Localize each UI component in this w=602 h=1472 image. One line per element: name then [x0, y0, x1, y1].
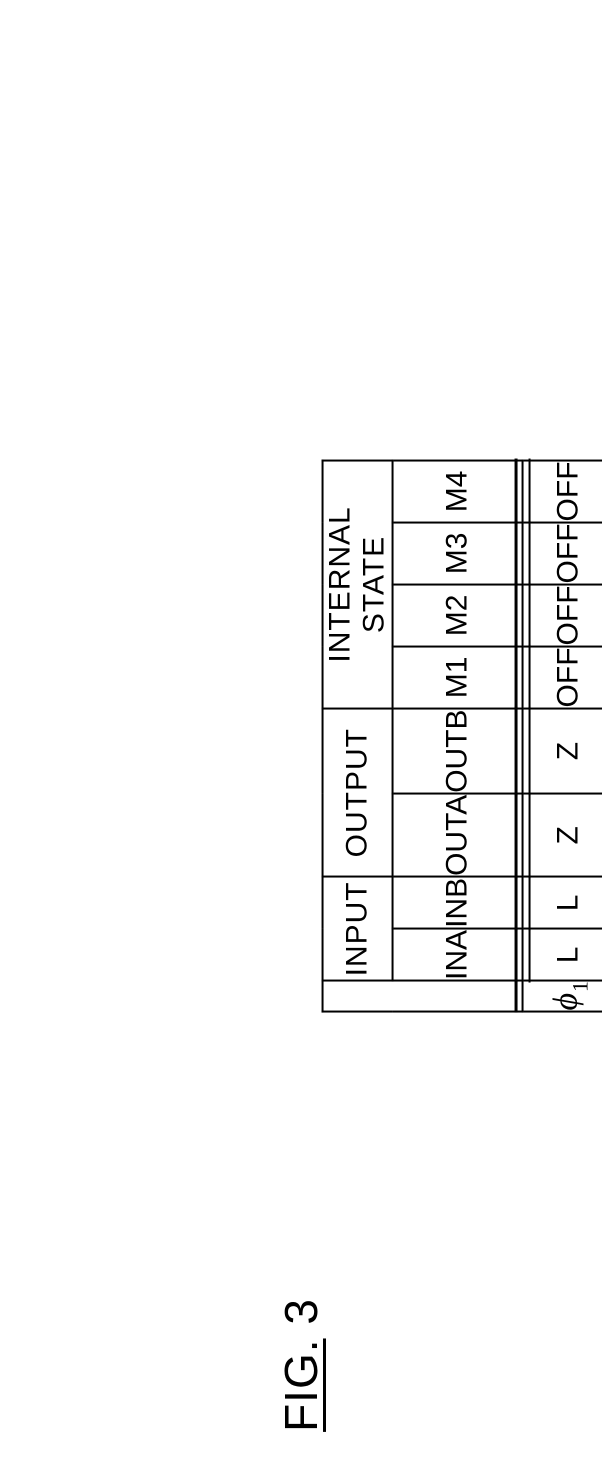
col-header-outa: OUTA: [393, 794, 523, 877]
cell-m2: OFF: [523, 584, 602, 646]
phi-symbol: ϕ: [547, 993, 584, 1011]
table-sub-header-row: INA INB OUTA OUTB M1 M2 M3 M4: [393, 460, 523, 1011]
phi-subscript: 1: [568, 981, 593, 992]
figure-number: 3: [275, 1298, 327, 1325]
cell-m1: OFF: [523, 646, 602, 708]
cell-outb: Z: [523, 708, 602, 793]
col-header-m4: M4: [393, 460, 523, 522]
cell-m4: OFF: [523, 460, 602, 522]
group-header-input: INPUT: [323, 877, 393, 981]
col-header-m1: M1: [393, 646, 523, 708]
cell-ina: L: [523, 929, 602, 981]
cell-outa: Z: [523, 794, 602, 877]
table-body: ϕ1 L L Z Z OFF OFF OFF OFF ϕ2 H L H L ON: [523, 460, 602, 1011]
group-header-internal-state: INTERNAL STATE: [323, 460, 393, 708]
table-row: ϕ1 L L Z Z OFF OFF OFF OFF: [523, 460, 602, 1011]
col-header-outb: OUTB: [393, 708, 523, 793]
figure-caption: FIG. 3: [274, 1298, 328, 1432]
cell-inb: L: [523, 877, 602, 929]
col-header-inb: INB: [393, 877, 523, 929]
col-header-ina: INA: [393, 929, 523, 981]
group-header-output: OUTPUT: [323, 708, 393, 876]
cell-m3: OFF: [523, 522, 602, 584]
cell-phase: ϕ1: [523, 981, 602, 1012]
table-group-header-row: INPUT OUTPUT INTERNAL STATE: [323, 460, 393, 1011]
col-header-m3: M3: [393, 522, 523, 584]
figure-label-prefix: FIG.: [275, 1338, 327, 1431]
page: FIG. 3 INPUT OUTPUT INTERNAL STATE INA I…: [0, 0, 602, 1472]
col-header-phase: [323, 981, 523, 1012]
col-header-m2: M2: [393, 584, 523, 646]
truth-table-container: INPUT OUTPUT INTERNAL STATE INA INB OUTA…: [322, 459, 602, 1012]
truth-table: INPUT OUTPUT INTERNAL STATE INA INB OUTA…: [322, 459, 602, 1012]
